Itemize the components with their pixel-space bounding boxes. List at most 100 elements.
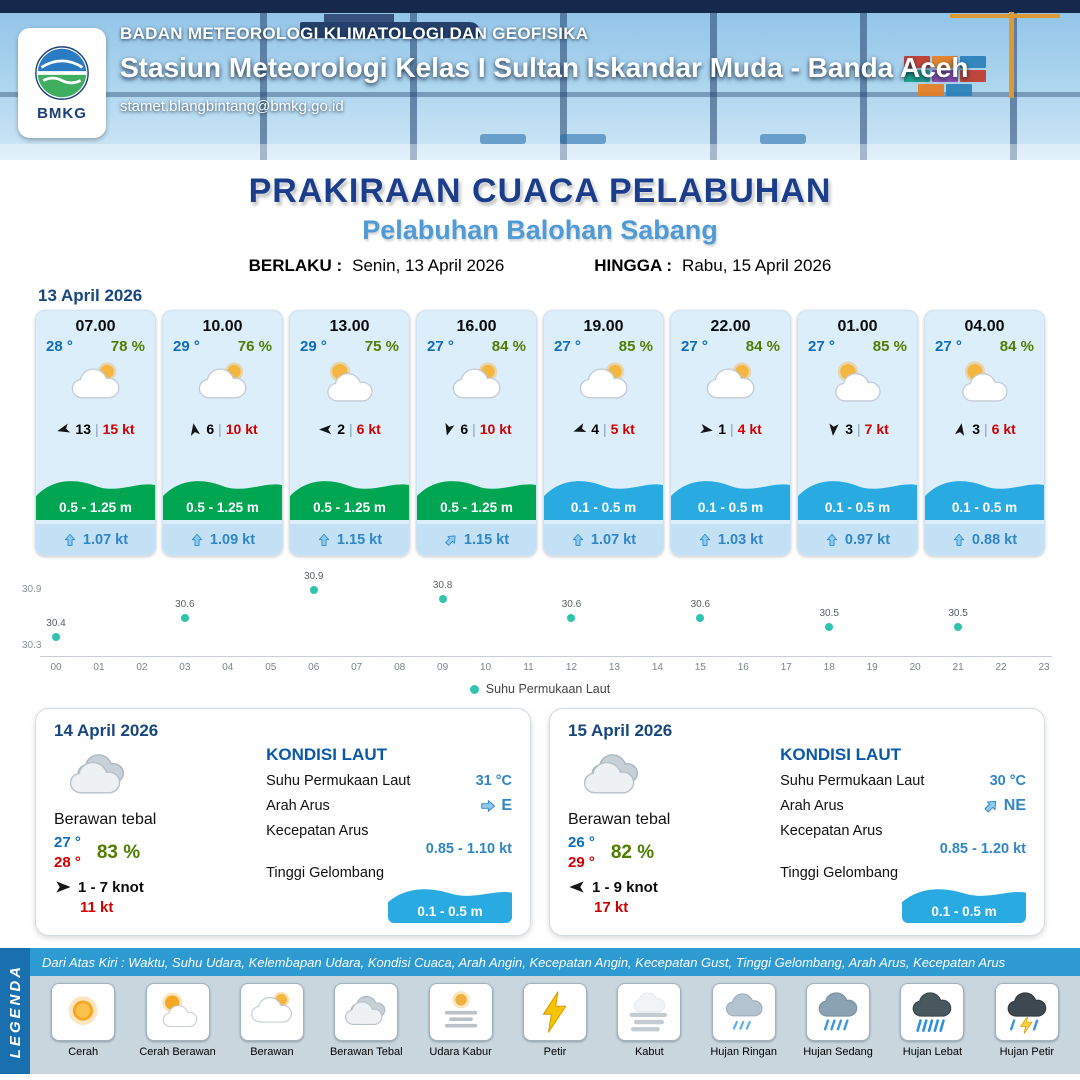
chart-value-label: 30.5 — [819, 608, 839, 620]
wind-speed: 2 — [337, 421, 346, 437]
legend-item-label: Hujan Sedang — [803, 1046, 873, 1058]
forecast-card: 10.00 29 ° 76 % 6 | 10 kt 0.5 - 1.25 m 1… — [162, 310, 283, 556]
forecast-temp: 28 ° — [46, 338, 73, 355]
station-name: Stasiun Meteorologi Kelas I Sultan Iskan… — [120, 52, 969, 83]
wave-height-value: 0.1 - 0.5 m — [570, 500, 637, 515]
temp-max: 29 ° — [568, 853, 595, 871]
container-stack — [960, 56, 986, 68]
rain-heavy-icon — [900, 983, 965, 1041]
chart-x-tick: 13 — [608, 662, 620, 673]
wave-height-band: 0.1 - 0.5 m — [671, 474, 790, 520]
chart-data-point — [309, 586, 318, 594]
wind-range: 1 - 7 knot — [78, 878, 144, 896]
forecast-humidity: 85 % — [872, 338, 907, 355]
legend-item-berawan: Berawan — [227, 983, 317, 1058]
current-speed: 1.15 kt — [463, 531, 510, 548]
current-row: 1.07 kt — [36, 524, 155, 555]
berlaku-value: Senin, 13 April 2026 — [352, 256, 505, 275]
forecast-temp: 29 ° — [173, 338, 200, 355]
legend-item-berawan-tebal: Berawan Tebal — [321, 983, 411, 1058]
chart-legend: Suhu Permukaan Laut — [0, 682, 1080, 696]
chart-x-tick: 22 — [995, 662, 1007, 673]
current-direction-icon — [317, 533, 331, 547]
forecast-humidity: 84 % — [491, 338, 526, 355]
wave-height-value: 0.5 - 1.25 m — [313, 500, 386, 515]
weather-icon — [925, 355, 1044, 417]
sun-icon — [51, 983, 116, 1041]
berlaku-label: BERLAKU : — [248, 256, 343, 275]
current-direction-label: Arah Arus — [266, 798, 330, 814]
wave-shape — [388, 883, 512, 923]
separator: | — [472, 421, 476, 437]
gust-speed: 11 kt — [80, 899, 114, 916]
day-forecast-card: 15 April 2026 Berawan tebal 26 ° 29 ° 82… — [549, 708, 1045, 936]
wave-height-band: 0.1 - 0.5 m — [798, 474, 917, 520]
container-stack — [904, 56, 930, 68]
window-mullion — [260, 13, 267, 160]
separator: | — [603, 421, 607, 437]
current-direction-icon — [441, 530, 461, 550]
chart-legend-label: Suhu Permukaan Laut — [485, 682, 611, 696]
weather-icon — [36, 355, 155, 417]
wave-height-value: 0.1 - 0.5 m — [697, 500, 764, 515]
chart-x-axis — [40, 656, 1052, 657]
wave-height-label: Tinggi Gelombang — [266, 865, 385, 881]
weather-icon — [798, 355, 917, 417]
container-stack — [946, 84, 972, 96]
chart-x-tick: 18 — [823, 662, 835, 673]
wave-height-value: 0.1 - 0.5 m — [951, 500, 1018, 515]
title-block: PRAKIRAAN CUACA PELABUHAN Pelabuhan Balo… — [0, 160, 1080, 276]
terminal-seats — [760, 134, 806, 144]
legend-item-cerah-berawan: Cerah Berawan — [132, 983, 222, 1058]
chart-data-point — [696, 614, 705, 622]
forecast-temp: 27 ° — [808, 338, 835, 355]
lightning-icon — [522, 983, 587, 1041]
window-mullion — [560, 13, 567, 160]
crane — [1009, 12, 1014, 98]
current-speed-label: Kecepatan Arus — [266, 823, 369, 839]
current-direction-icon — [571, 533, 585, 547]
container-stack — [932, 56, 958, 68]
forecast-card: 16.00 27 ° 84 % 6 | 10 kt 0.5 - 1.25 m 1… — [416, 310, 537, 556]
forecast-card: 01.00 27 ° 85 % 3 | 7 kt 0.1 - 0.5 m 0.9… — [797, 310, 918, 556]
temp-min: 26 ° — [568, 834, 595, 851]
wave-height-value: 0.5 - 1.25 m — [59, 500, 132, 515]
gust-speed: 10 kt — [225, 421, 258, 437]
weather-icon — [163, 355, 282, 417]
weather-icon — [54, 743, 260, 809]
wave-height-graphic: 0.1 - 0.5 m — [388, 883, 512, 923]
condition-label: Berawan tebal — [54, 811, 157, 828]
chart-x-tick: 08 — [394, 662, 406, 673]
day-cards-row: 14 April 2026 Berawan tebal 27 ° 28 ° 83… — [35, 708, 1045, 936]
forecast-humidity: 84 % — [745, 338, 780, 355]
chart-x-tick: 12 — [565, 662, 578, 673]
sea-conditions-title: KONDISI LAUT — [266, 745, 387, 764]
sst-label: Suhu Permukaan Laut — [266, 773, 411, 789]
forecast-card: 07.00 28 ° 78 % 13 | 15 kt 0.5 - 1.25 m … — [35, 310, 156, 556]
forecast-temp: 27 ° — [554, 338, 581, 355]
legend-section: LEGENDA Dari Atas Kiri : Waktu, Suhu Uda… — [0, 948, 1080, 1074]
wind-speed: 1 — [718, 421, 727, 437]
temp-max: 28 ° — [54, 853, 81, 871]
forecast-humidity: 76 % — [237, 338, 272, 355]
forecast-time: 04.00 — [964, 318, 1005, 335]
legend-item-label: Hujan Ringan — [710, 1046, 778, 1058]
humidity: 82 % — [610, 841, 655, 863]
separator: | — [857, 421, 861, 437]
hingga-value: Rabu, 15 April 2026 — [682, 256, 832, 275]
forecast-time: 22.00 — [710, 318, 751, 335]
header-text: BADAN METEOROLOGI KLIMATOLOGI DAN GEOFIS… — [120, 24, 968, 115]
current-speed-value: 0.85 - 1.20 kt — [939, 841, 1026, 857]
legend-description: Dari Atas Kiri : Waktu, Suhu Udara, Kele… — [30, 948, 1080, 976]
terminal-seats — [480, 134, 526, 144]
rain-light-icon — [711, 983, 776, 1041]
window-mullion — [710, 13, 717, 160]
separator: | — [95, 421, 99, 437]
current-speed-label: Kecepatan Arus — [780, 823, 883, 839]
weather-icon — [671, 355, 790, 417]
forecast-temp: 27 ° — [427, 338, 454, 355]
legend-item-label: Hujan Petir — [999, 1046, 1054, 1058]
wave-height-band: 0.5 - 1.25 m — [417, 474, 536, 520]
chart-x-tick: 04 — [222, 662, 234, 673]
terminal-seats — [560, 134, 606, 144]
